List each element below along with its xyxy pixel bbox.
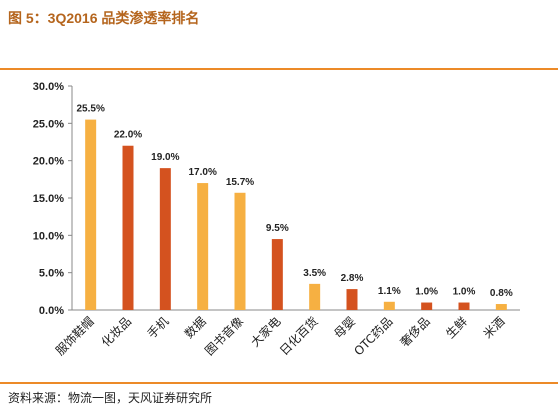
data-label: 17.0% [188, 167, 216, 178]
bar-chart: 0.0%5.0%10.0%15.0%20.0%25.0%30.0% 25.5%2… [33, 81, 520, 359]
data-label: 22.0% [114, 130, 142, 141]
data-label: 1.1% [378, 286, 401, 297]
bar [159, 168, 171, 310]
category-label: 米酒 [481, 314, 508, 341]
bars-group [85, 119, 507, 310]
bar [421, 302, 433, 310]
category-label: 数据 [181, 314, 209, 342]
category-label: 大家电 [247, 314, 283, 350]
bar [309, 283, 321, 310]
data-label: 25.5% [76, 104, 104, 115]
y-tick-label: 5.0% [39, 268, 64, 280]
bar [458, 302, 470, 310]
bar [346, 289, 358, 310]
category-label: 化妆品 [99, 314, 134, 349]
bottom-divider [0, 382, 558, 384]
data-label: 19.0% [151, 152, 179, 163]
data-label: 1.0% [453, 287, 476, 298]
category-label: 服饰鞋帽 [52, 314, 97, 359]
data-label: 3.5% [303, 268, 326, 279]
y-tick-label: 0.0% [39, 305, 64, 317]
data-labels-group: 25.5% 22.0% 19.0% 17.0% 15.7% 9.5% 3.5% 2.8% 1.1… [76, 104, 512, 299]
y-tick-label: 25.0% [33, 118, 64, 130]
bar [85, 119, 97, 310]
y-axis-ticks: 0.0% 5.0% 10.0% 15.0% 20.0% 25.0% 30.0% [33, 81, 72, 317]
category-label: 生鲜 [443, 314, 470, 341]
data-label: 9.5% [266, 223, 289, 234]
bar [271, 239, 283, 310]
category-label: 图书音像 [202, 314, 247, 359]
data-label: 1.0% [415, 287, 438, 298]
data-label: 15.7% [226, 177, 254, 188]
top-divider [0, 68, 558, 70]
page-title: 图 5：3Q2016 品类渗透率排名 [8, 10, 200, 26]
y-tick-label: 15.0% [33, 193, 64, 205]
data-label: 2.8% [341, 273, 364, 284]
source-note: 资料来源：物流一图，天风证券研究所 [8, 391, 213, 405]
data-label: 0.8% [490, 288, 513, 299]
category-label: 日化百货 [276, 314, 321, 359]
category-label: 奢侈品 [397, 314, 432, 349]
y-tick-label: 20.0% [33, 156, 64, 168]
category-label: 手机 [145, 314, 172, 341]
category-label: OTC药品 [351, 314, 395, 358]
y-tick-label: 30.0% [33, 81, 64, 93]
bar [383, 301, 395, 310]
bar [122, 145, 134, 310]
bar [197, 183, 209, 310]
y-tick-label: 10.0% [33, 230, 64, 242]
bar [495, 304, 507, 310]
bar [234, 192, 246, 310]
category-label: 母婴 [331, 314, 358, 341]
